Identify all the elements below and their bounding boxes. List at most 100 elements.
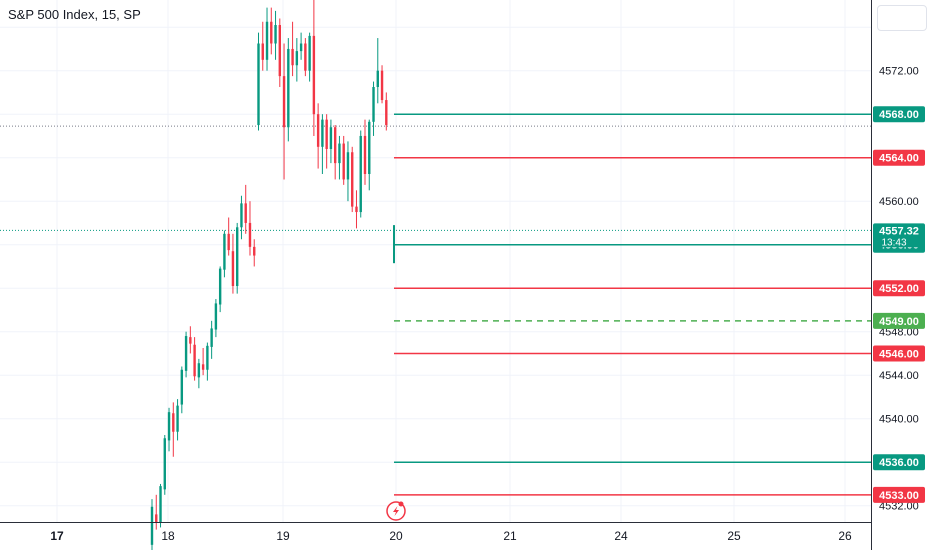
time-tick-label: 19 <box>276 529 290 543</box>
level-label-bg <box>873 345 925 362</box>
chart-grid <box>0 0 871 522</box>
level-label-bg <box>873 454 925 471</box>
level-price-label: 4552.00 <box>873 280 925 297</box>
candle-body <box>236 227 239 287</box>
level-label-text: 4568.00 <box>879 109 919 121</box>
level-label-bg <box>873 486 925 503</box>
candle-body <box>372 87 375 122</box>
candle-body <box>308 35 311 71</box>
candle-body <box>342 143 345 180</box>
price-tick-label: 4540.00 <box>879 414 919 426</box>
candle-body <box>270 21 273 44</box>
candle-body <box>385 100 388 126</box>
candle-body <box>253 246 256 256</box>
level-price-label: 4549.00 <box>873 312 925 329</box>
price-tick-label: 4560.00 <box>879 196 919 208</box>
candle-body <box>155 514 158 522</box>
level-label-text: 4564.00 <box>879 153 919 165</box>
countdown-timer: 13:43 <box>881 237 906 248</box>
notification-dot <box>398 501 404 507</box>
time-tick-label: 17 <box>50 529 64 543</box>
candle-body <box>351 152 354 207</box>
candle-body <box>333 127 337 164</box>
time-tick-label: 26 <box>838 529 852 543</box>
level-label-text: 4546.00 <box>879 348 919 360</box>
candle-body <box>355 206 358 213</box>
price-tick-label: 4544.00 <box>879 370 919 382</box>
auto-scale-button[interactable] <box>877 5 927 31</box>
candle-body <box>265 21 269 60</box>
candle-body <box>338 143 341 164</box>
candle-body <box>150 506 154 545</box>
candle-body <box>316 114 320 147</box>
time-tick-label: 25 <box>727 529 741 543</box>
candle-body <box>248 222 252 247</box>
candle-body <box>172 413 175 432</box>
level-labels: 4568.004564.004556.004552.004549.004546.… <box>873 106 925 503</box>
candle-body <box>210 328 213 347</box>
price-tick-label: 4532.00 <box>879 501 919 513</box>
candle-body <box>304 43 307 71</box>
current-price-value: 4557.32 <box>879 225 919 237</box>
candle-body <box>261 43 264 60</box>
candle-body <box>193 344 196 377</box>
candle-body <box>197 363 201 378</box>
candle-body <box>291 48 294 66</box>
time-tick-label: 18 <box>161 529 175 543</box>
candle-body <box>346 152 350 180</box>
replay-icon[interactable] <box>386 501 406 521</box>
level-label-text: 4549.00 <box>879 316 919 328</box>
candle-body <box>376 70 379 87</box>
level-price-label: 4568.00 <box>873 106 925 123</box>
candle-body <box>231 251 235 287</box>
candle-body <box>206 345 209 370</box>
level-label-bg <box>873 106 925 123</box>
candle-body <box>329 127 333 149</box>
candle-body <box>368 121 371 174</box>
level-price-label: 4533.00 <box>873 486 925 503</box>
candle-body <box>257 43 260 126</box>
candle-body <box>240 203 243 228</box>
candle-body <box>287 48 290 128</box>
candle-body <box>359 135 362 213</box>
chart-title: S&P 500 Index, 15, SP <box>8 7 141 22</box>
candle-body <box>282 76 286 128</box>
candle-body <box>167 412 171 441</box>
level-price-label: 4546.00 <box>873 345 925 362</box>
time-tick-label: 20 <box>389 529 403 543</box>
candle-body <box>223 233 226 270</box>
level-label-bg <box>873 280 925 297</box>
candle-body <box>201 364 205 370</box>
level-label-text: 4536.00 <box>879 457 919 469</box>
candle-body <box>312 35 316 115</box>
level-lines <box>394 113 871 496</box>
level-label-bg <box>873 149 925 166</box>
level-price-label: 4536.00 <box>873 454 925 471</box>
candle-body <box>299 43 303 52</box>
candle-body <box>180 369 184 405</box>
chart-overlays <box>0 125 871 231</box>
candle-series <box>150 0 395 550</box>
time-tick-label: 24 <box>614 529 628 543</box>
price-tick-label: 4548.00 <box>879 327 919 339</box>
candle-body <box>321 119 324 147</box>
candle-body <box>380 70 384 101</box>
candle-body <box>274 25 277 44</box>
candle-body <box>189 337 192 344</box>
candle-body <box>325 119 328 149</box>
lightning-icon <box>393 506 399 516</box>
candle-body <box>159 486 162 522</box>
candle-body <box>176 405 179 432</box>
time-axis[interactable]: 17 18 19 20 21 24 25 26 <box>0 522 871 544</box>
price-tick-label: 4572.00 <box>879 66 919 78</box>
candle-body <box>218 268 222 305</box>
time-tick-label: 21 <box>503 529 517 543</box>
candle-body <box>278 25 281 77</box>
candle-body <box>163 438 166 490</box>
level-price-label: 4564.00 <box>873 149 925 166</box>
candle-body <box>363 135 367 174</box>
level-label-bg <box>873 312 925 329</box>
level-label-text: 4533.00 <box>879 490 919 502</box>
